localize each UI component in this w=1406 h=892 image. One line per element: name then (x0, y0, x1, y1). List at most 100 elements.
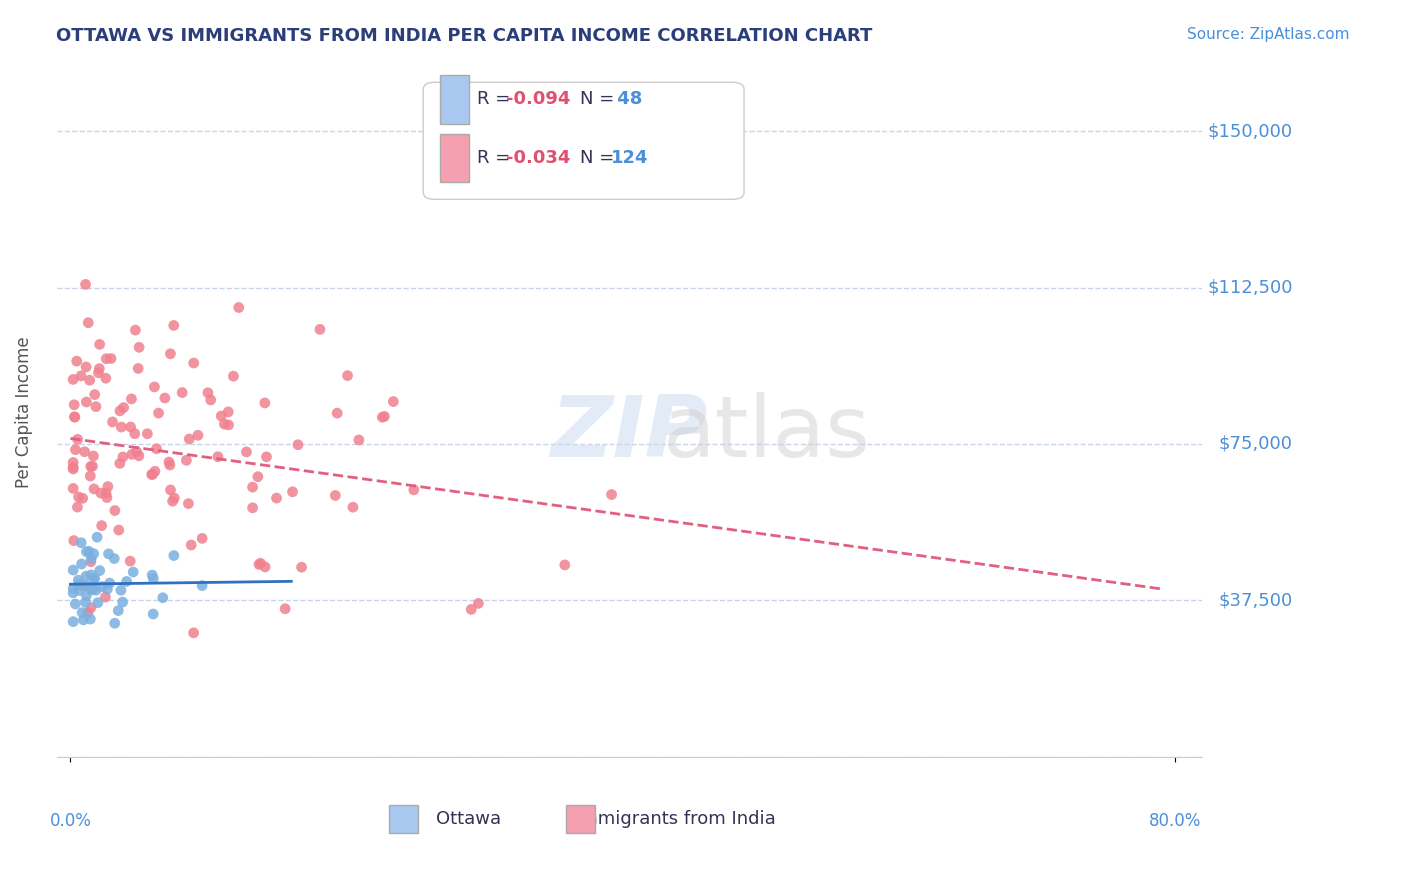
Text: Source: ZipAtlas.com: Source: ZipAtlas.com (1187, 27, 1350, 42)
Bar (389, 805, 418, 832)
Point (63, 409, 86, 424)
Point (128, 449, 150, 463)
Point (103, 551, 125, 566)
Point (80, 582, 103, 597)
Point (62, 455, 84, 469)
Point (254, 560, 277, 574)
Point (111, 595, 134, 609)
Point (142, 607, 165, 621)
Bar (567, 805, 595, 832)
Point (120, 554, 142, 568)
Text: -0.034: -0.034 (506, 149, 569, 167)
Point (115, 574, 138, 589)
Point (70, 606, 93, 620)
Point (96, 582, 118, 596)
Text: Ottawa: Ottawa (436, 810, 502, 828)
Point (222, 369, 245, 384)
Point (91, 580, 114, 594)
Point (371, 410, 394, 425)
Point (80, 600, 103, 615)
Point (127, 361, 149, 376)
Text: R =: R = (477, 90, 516, 109)
Point (75, 595, 97, 609)
Point (96, 491, 118, 505)
Point (83, 547, 105, 561)
Point (122, 565, 145, 579)
Point (163, 491, 186, 505)
Point (177, 497, 200, 511)
Point (77, 316, 100, 330)
Point (235, 445, 257, 459)
Point (82, 459, 104, 474)
Point (172, 385, 194, 400)
Text: $150,000: $150,000 (1208, 122, 1292, 140)
Point (159, 347, 181, 361)
Point (157, 455, 180, 469)
Point (281, 484, 304, 499)
Point (153, 391, 176, 405)
Point (63, 410, 86, 425)
Text: 124: 124 (612, 149, 648, 167)
Point (66, 500, 89, 514)
Point (63, 398, 86, 412)
Point (83, 571, 105, 585)
Point (402, 483, 425, 497)
Point (77, 606, 100, 620)
Point (77, 544, 100, 558)
Point (62, 462, 84, 476)
Point (63, 533, 86, 548)
Point (142, 572, 165, 586)
Point (107, 604, 129, 618)
Point (218, 417, 240, 432)
FancyBboxPatch shape (423, 82, 744, 199)
Text: R =: R = (477, 149, 516, 167)
Point (163, 318, 186, 333)
Point (62, 460, 84, 475)
Point (67, 573, 90, 587)
Point (143, 464, 166, 478)
Text: 48: 48 (612, 90, 643, 109)
Point (191, 532, 214, 546)
Point (290, 560, 312, 574)
Point (79, 469, 101, 483)
Point (108, 404, 131, 418)
Point (89, 564, 111, 578)
Point (256, 450, 278, 464)
Point (107, 523, 129, 537)
Text: OTTAWA VS IMMIGRANTS FROM INDIA PER CAPITA INCOME CORRELATION CHART: OTTAWA VS IMMIGRANTS FROM INDIA PER CAPI… (56, 27, 873, 45)
Point (247, 558, 270, 572)
Text: ZIP: ZIP (551, 392, 709, 475)
Point (72, 491, 94, 506)
Point (110, 420, 132, 434)
Point (191, 578, 214, 592)
Point (75, 569, 97, 583)
Y-axis label: Per Capita Income: Per Capita Income (15, 337, 32, 489)
Point (76, 579, 98, 593)
Point (72, 579, 94, 593)
Text: N =: N = (581, 149, 620, 167)
Text: atlas: atlas (664, 392, 870, 475)
Point (65, 597, 87, 611)
Point (69, 583, 91, 598)
Text: $75,000: $75,000 (1219, 435, 1292, 453)
Point (98, 576, 121, 591)
Point (66, 433, 89, 447)
Text: 80.0%: 80.0% (1149, 812, 1201, 830)
Point (253, 396, 276, 410)
Point (66, 354, 89, 368)
Point (266, 491, 288, 505)
Point (600, 487, 623, 501)
Point (274, 601, 297, 615)
Point (148, 406, 170, 420)
Point (90, 486, 112, 500)
Point (75, 359, 97, 374)
Point (101, 415, 124, 429)
Point (176, 453, 198, 467)
Point (323, 488, 346, 502)
Point (141, 467, 163, 482)
Point (62, 372, 84, 386)
Point (143, 380, 166, 394)
Point (82, 581, 104, 595)
Point (75, 395, 97, 409)
Text: $112,500: $112,500 (1208, 278, 1292, 296)
